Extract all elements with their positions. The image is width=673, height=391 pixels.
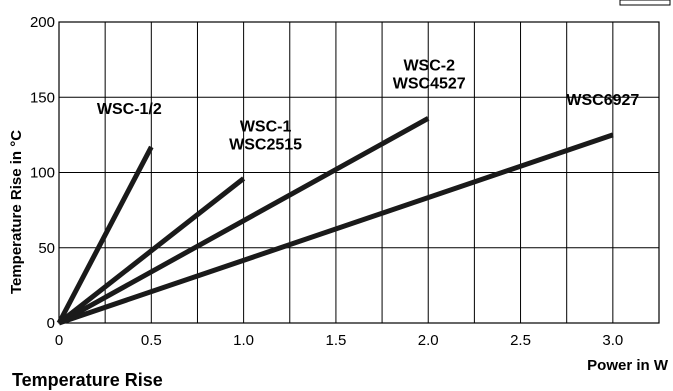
series-label-2: WSC2515: [229, 137, 302, 154]
series-label-3: WSC4527: [393, 75, 466, 92]
y-tick-label: 0: [47, 315, 55, 332]
series-line-4: [58, 132, 614, 326]
y-tick-label: 50: [38, 240, 55, 257]
series-line-3: [57, 116, 430, 326]
x-tick-label: 1.0: [233, 332, 254, 349]
series-label-1: WSC-1/2: [97, 101, 162, 118]
x-axis-title: Power in W: [587, 357, 669, 374]
y-tick-label: 200: [30, 14, 55, 31]
chart-caption: Temperature Rise: [12, 370, 163, 390]
x-tick-label: 2.0: [418, 332, 439, 349]
tick-labels: 0 0.5 1.0 1.5 2.0 2.5 3.0 0 50 100 150 200: [30, 14, 623, 349]
series-line-1: [56, 145, 154, 325]
x-tick-label: 0: [55, 332, 63, 349]
x-tick-label: 3.0: [602, 332, 623, 349]
x-tick-label: 1.5: [325, 332, 346, 349]
series-label-3: WSC-2: [403, 57, 455, 74]
x-tick-label: 2.5: [510, 332, 531, 349]
series-line-2: [57, 176, 246, 325]
series-label-2: WSC-1: [240, 119, 292, 136]
series-label-4: WSC6927: [566, 92, 639, 109]
series-lines: [56, 116, 614, 326]
grid: [59, 22, 659, 323]
legend-box: [619, 0, 671, 6]
y-tick-label: 100: [30, 165, 55, 182]
plot-frame: [58, 21, 660, 324]
x-tick-label: 0.5: [141, 332, 162, 349]
y-tick-label: 150: [30, 89, 55, 106]
y-axis-title: Temperature Rise in °C: [8, 130, 25, 294]
